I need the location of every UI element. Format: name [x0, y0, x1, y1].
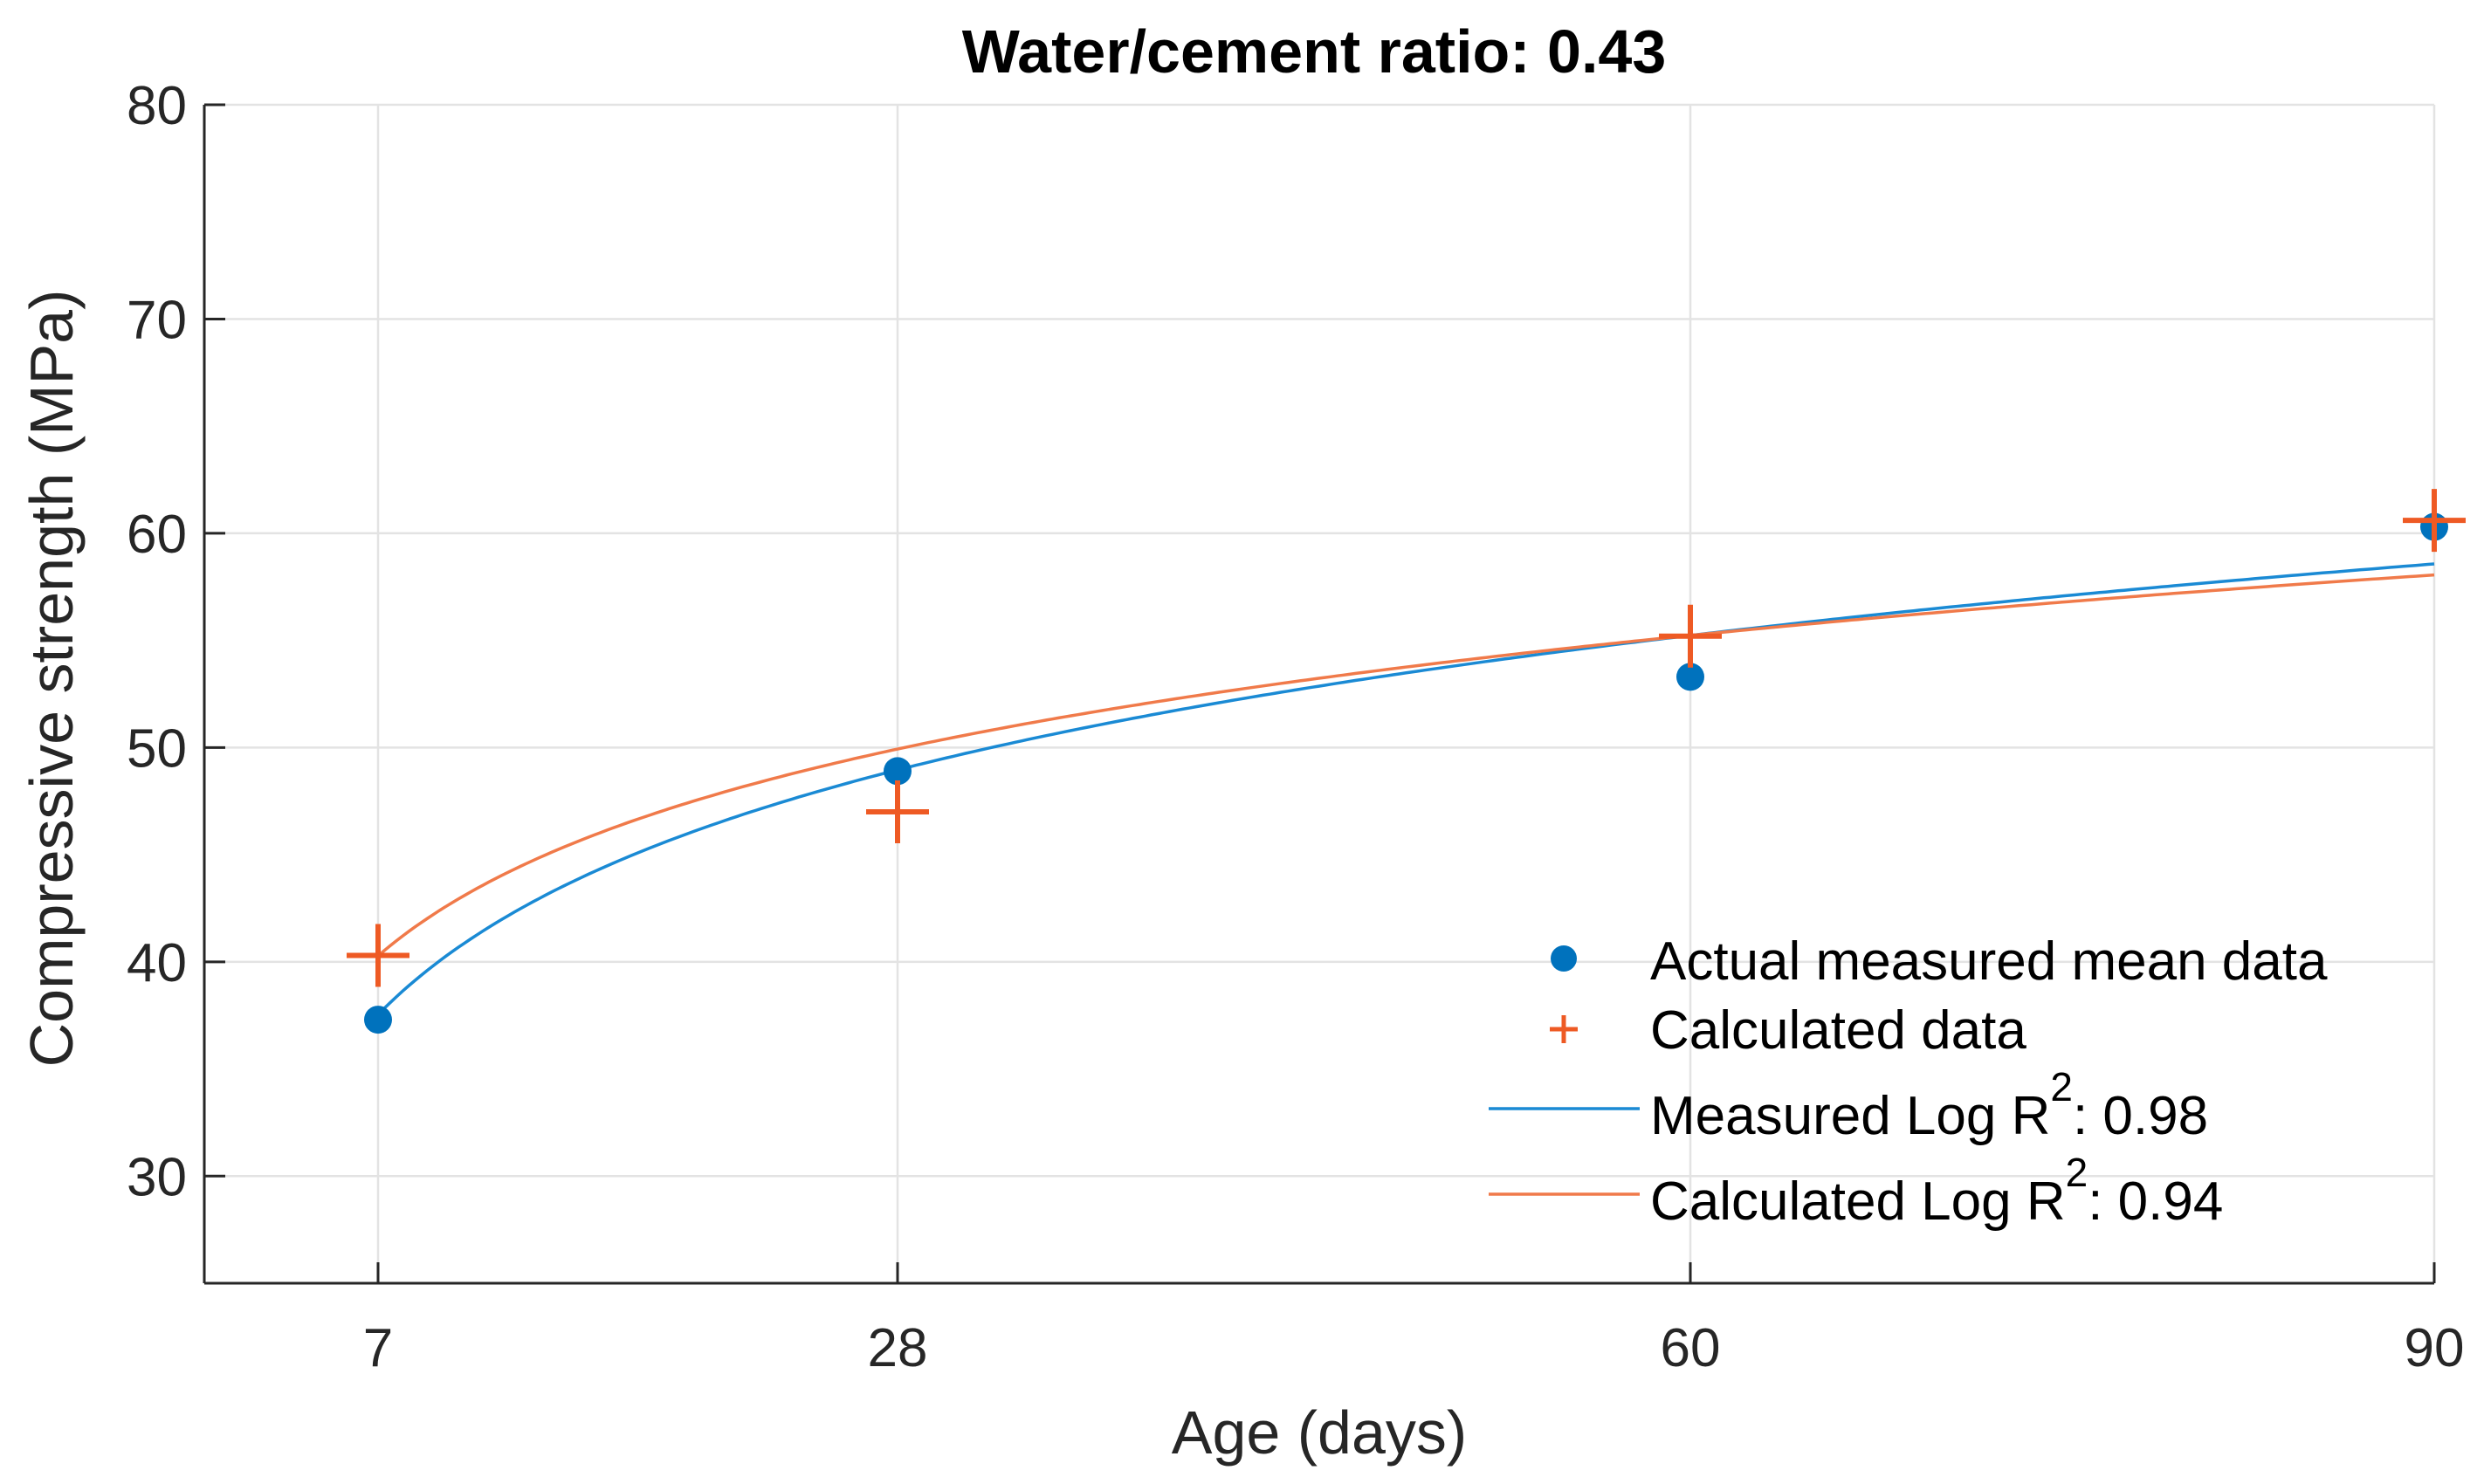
fit-line-1: [376, 562, 2435, 1016]
measured-point-7: [364, 1006, 392, 1034]
legend-label-4: Calculated Log R2: 0.94: [1650, 1150, 2223, 1232]
chart-title: Water/cement ratio: 0.43: [962, 17, 1667, 86]
calculated-point-28: [866, 780, 929, 843]
legend-label-3: Measured Log R2: 0.98: [1650, 1064, 2208, 1146]
y-tick-label-30: 30: [127, 1147, 187, 1207]
legend-label-1: Actual measured mean data: [1650, 931, 2328, 992]
legend-marker-measured: [1551, 945, 1577, 972]
x-tick-label-90: 90: [2405, 1318, 2465, 1378]
y-tick-label-60: 60: [127, 505, 187, 565]
x-axis-label: Age (days): [1172, 1398, 1467, 1467]
grid: [204, 103, 2436, 1283]
legend-marker-calculated: [1550, 1015, 1578, 1043]
data-markers: [347, 489, 2466, 1034]
y-tick-label-40: 40: [127, 933, 187, 993]
x-tick-label-7: 7: [363, 1318, 393, 1378]
legend-label-2: Calculated data: [1650, 1000, 2026, 1061]
calculated-point-7: [347, 924, 409, 987]
calculated-point-60: [1659, 604, 1722, 668]
measured-point-60: [1676, 663, 1704, 691]
axes: [203, 103, 2436, 1285]
y-tick-label-80: 80: [127, 76, 187, 136]
legend: Actual measured mean data Calculated data…: [1489, 931, 2328, 1232]
y-tick-label-50: 50: [127, 718, 187, 779]
fit-line-2: [376, 573, 2435, 958]
y-axis-label: Compressive strength (MPa): [17, 290, 86, 1068]
fit-curves: [376, 562, 2435, 1016]
measured-point-28: [884, 757, 912, 786]
x-tick-label-60: 60: [1661, 1318, 1721, 1378]
tick-labels: 30 40 50 60 70 80 7 28 60 90: [127, 76, 2464, 1378]
y-tick-label-70: 70: [127, 290, 187, 350]
calculated-point-90: [2403, 489, 2466, 553]
x-tick-label-28: 28: [868, 1318, 928, 1378]
